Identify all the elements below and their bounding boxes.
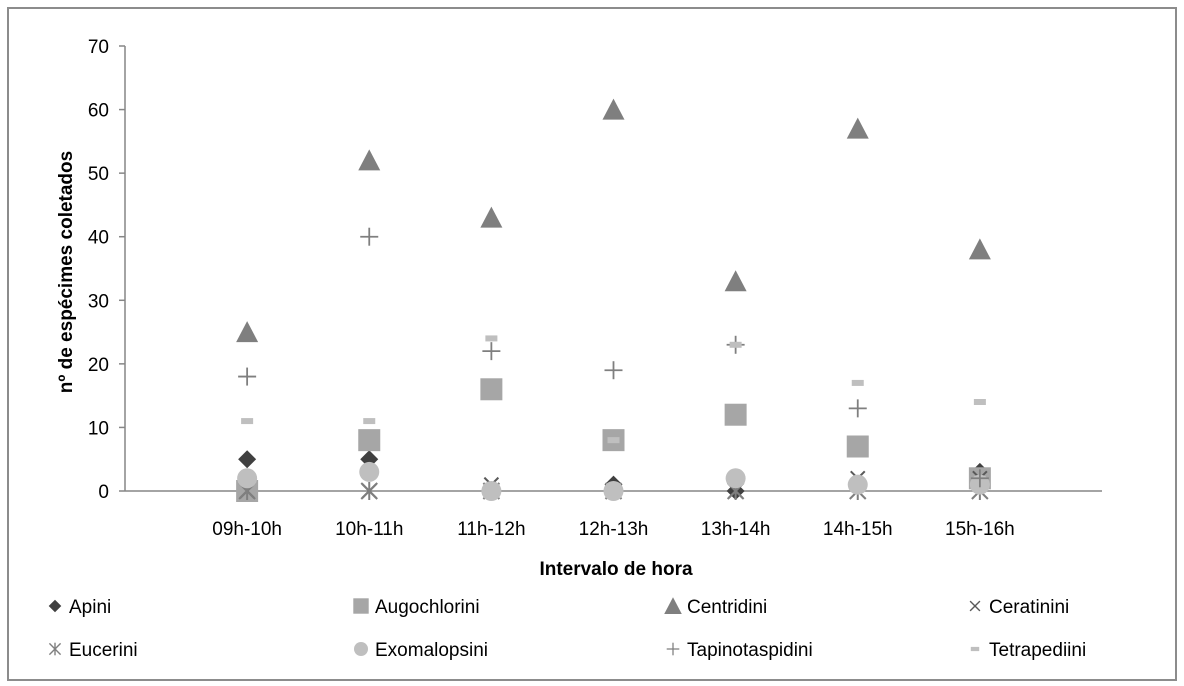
exomalopsini-point <box>481 481 502 501</box>
exomalopsini-point <box>603 481 624 501</box>
x-tick-label: 11h-12h <box>457 519 525 540</box>
legend-marker <box>353 598 369 614</box>
legend-marker <box>970 646 980 652</box>
exomalopsini-point <box>359 461 380 482</box>
legend-marker <box>354 642 368 656</box>
legend-item-eucerini: Eucerini <box>48 640 138 661</box>
y-axis-title: nº de espécimes coletados <box>56 151 77 393</box>
x-tick-label: 14h-15h <box>823 519 893 540</box>
data-marks <box>236 98 991 502</box>
legend-label: Exomalopsini <box>375 640 488 661</box>
chart-frame <box>7 7 1177 681</box>
legend-marker <box>969 600 981 612</box>
y-tick-label: 10 <box>88 418 109 439</box>
legend-item-centridini: Centridini <box>664 597 767 618</box>
legend-label: Apini <box>69 597 111 618</box>
legend-item-tapinotaspidini: Tapinotaspidini <box>666 640 813 661</box>
y-axis: 0 10 20 30 40 50 60 70 <box>88 37 126 503</box>
y-tick-label: 60 <box>88 101 109 122</box>
tetrapediini-point <box>729 341 742 348</box>
tetrapediini-point <box>363 418 376 425</box>
tapinotaspidini-point <box>970 469 989 488</box>
tetrapediini-point <box>973 399 986 405</box>
tapinotaspidini-point <box>360 227 379 246</box>
x-tick-label: 10h-11h <box>335 519 403 540</box>
series-centridini <box>236 98 991 343</box>
legend-label: Centridini <box>687 597 767 618</box>
exomalopsini-point <box>847 474 868 495</box>
y-tick-label: 20 <box>88 355 109 376</box>
legend-label: Ceratinini <box>989 597 1069 618</box>
legend-item-exomalopsini: Exomalopsini <box>354 640 488 661</box>
legend-marker-x-stroke <box>969 600 981 612</box>
exomalopsini-point <box>237 468 258 489</box>
centridini-point <box>602 98 625 120</box>
legend-marker-circle <box>354 642 368 656</box>
legend-item-ceratinini: Ceratinini <box>969 597 1069 618</box>
legend: Apini Augochlorini Centridini Ceratinini Euc… <box>48 597 1086 661</box>
legend-marker-plus <box>666 642 680 656</box>
legend-marker <box>48 642 62 656</box>
y-tick-label: 50 <box>88 164 109 185</box>
legend-marker-square <box>353 598 369 614</box>
centridini-point <box>968 238 991 260</box>
tetrapediini-point <box>607 437 620 444</box>
augochlorini-point <box>480 378 503 401</box>
series-tetrapediini <box>241 335 986 444</box>
tapinotaspidini-point <box>482 342 501 361</box>
legend-marker-dash <box>970 646 980 652</box>
tapinotaspidini-point <box>238 367 257 386</box>
x-tick-label: 15h-16h <box>945 519 1015 540</box>
y-tick-label: 70 <box>88 37 109 58</box>
eucerini-point <box>360 482 378 500</box>
augochlorini-point <box>358 429 381 452</box>
tetrapediini-point <box>241 418 254 425</box>
tetrapediini-point <box>485 335 498 342</box>
tetrapediini-point <box>851 379 864 386</box>
apini-point <box>238 450 257 469</box>
series-exomalopsini <box>237 461 990 501</box>
exomalopsini-point <box>725 468 746 489</box>
centridini-point <box>358 149 381 171</box>
legend-marker <box>666 642 680 656</box>
tapinotaspidini-point <box>604 361 623 380</box>
centridini-point <box>480 206 503 228</box>
augochlorini-point <box>846 435 869 458</box>
legend-item-tetrapediini: Tetrapediini <box>970 640 1086 661</box>
legend-label: Augochlorini <box>375 597 480 618</box>
centridini-point <box>236 321 259 343</box>
centridini-point <box>724 270 747 292</box>
legend-label: Tapinotaspidini <box>687 640 813 661</box>
legend-item-augochlorini: Augochlorini <box>353 597 480 618</box>
legend-label: Eucerini <box>69 640 138 661</box>
x-axis: 09h-10h 10h-11h 11h-12h 12h-13h 13h-14h 14h-1… <box>125 490 1102 540</box>
augochlorini-point <box>724 403 747 426</box>
x-tick-label: 09h-10h <box>212 519 282 540</box>
y-tick-label: 0 <box>98 482 109 503</box>
x-axis-title: Intervalo de hora <box>539 559 693 580</box>
y-tick-label: 30 <box>88 291 109 312</box>
x-tick-label: 13h-14h <box>701 519 771 540</box>
legend-marker-triangle <box>664 597 682 614</box>
y-tick-label: 40 <box>88 228 109 249</box>
legend-marker-asterisk <box>48 642 62 656</box>
legend-label: Tetrapediini <box>989 640 1086 661</box>
legend-marker-x <box>969 600 981 612</box>
tapinotaspidini-point <box>848 399 867 418</box>
x-tick-label: 12h-13h <box>579 519 649 540</box>
centridini-point <box>846 117 869 139</box>
legend-marker <box>664 597 682 614</box>
